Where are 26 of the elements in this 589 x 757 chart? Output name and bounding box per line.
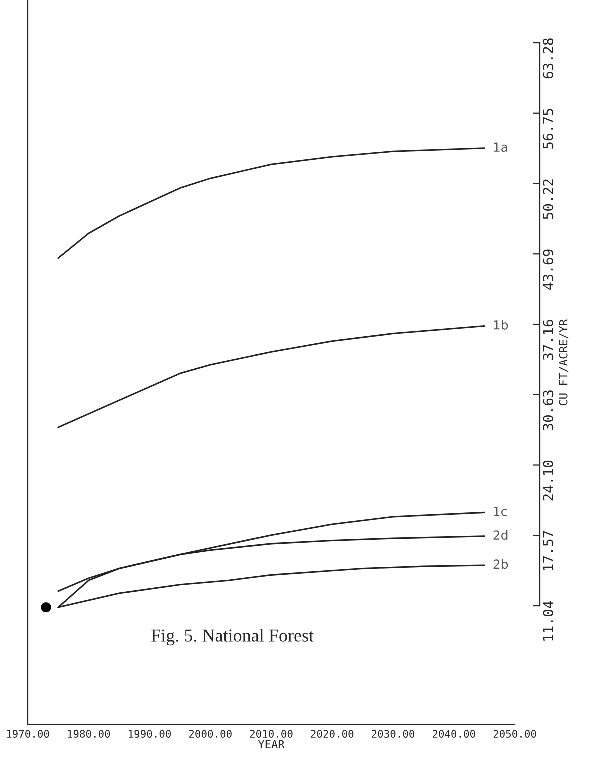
x-tick-label: 1980.00 [68,730,110,738]
y-tick-label: 11.04 [543,601,554,641]
x-tick-label: 1970.00 [7,730,50,738]
y-tick-label: 56.75 [543,109,554,149]
series-label: 1c [494,507,507,516]
y-tick-label: 30.63 [543,390,554,430]
x-tick-label: 2000.00 [189,730,232,738]
y-tick-label: 24.10 [543,460,554,501]
x-tick-label: 2020.00 [311,730,354,738]
x-tick-label: 1990.00 [129,730,172,738]
y-tick-label: 63.28 [543,38,554,79]
x-tick-label: 2050.00 [494,730,536,738]
x-axis-title: YEAR [258,740,285,748]
series-label: 2b [494,559,508,570]
series-label: 2d [494,530,508,540]
y-tick-label: 17.57 [543,531,554,570]
y-tick-label: 50.22 [543,180,554,220]
text: Fig. 5. National Forest [152,629,314,646]
y-tick-label: 37.16 [543,320,554,360]
y-axis-title: CU FT/ACRE/YR [559,319,569,406]
series-label: 1a [494,142,508,152]
x-tick-label: 2030.00 [372,730,415,738]
x-tick-label: 2040.00 [432,730,476,738]
series-label: 1b [494,320,508,330]
x-tick-label: 2010.00 [250,730,293,738]
y-tick-label: 43.69 [543,250,554,290]
